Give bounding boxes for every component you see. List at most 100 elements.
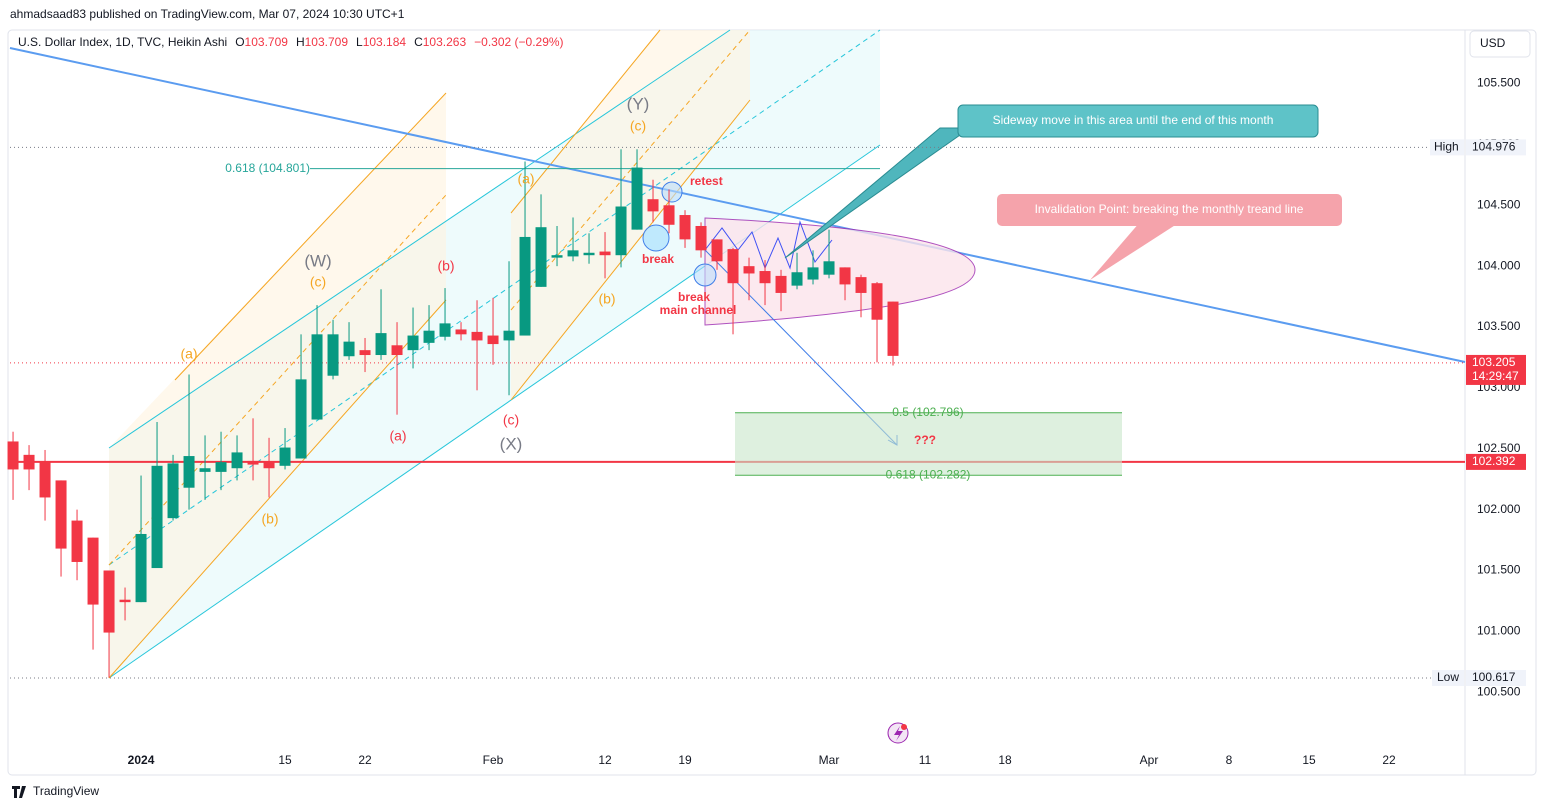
candle-body — [631, 167, 643, 230]
price-label-box — [1466, 669, 1526, 686]
tag-box — [1430, 139, 1464, 156]
y-tick-label: 101.500 — [1477, 563, 1521, 577]
candle-body — [551, 255, 563, 258]
footer-brand: TradingView — [33, 784, 99, 798]
candle-body — [103, 570, 115, 633]
price-label: 104.976 — [1472, 140, 1516, 154]
fib-label: 0.5 (102.796) — [892, 405, 963, 419]
x-tick-label: 22 — [1382, 753, 1396, 767]
price-label-box — [1466, 139, 1526, 156]
low: 103.184 — [363, 35, 407, 49]
candle-body — [743, 266, 755, 274]
price-label: 100.617 — [1472, 670, 1516, 684]
wave-label: (a) — [180, 346, 197, 362]
candle-body — [487, 335, 499, 345]
c-label: C — [414, 35, 423, 49]
candle-body — [183, 456, 195, 488]
high: 103.709 — [305, 35, 349, 49]
wave-label: (a) — [389, 428, 406, 444]
event-icon — [894, 726, 903, 741]
wave-label: (a) — [517, 171, 534, 187]
channel-line — [174, 92, 447, 381]
price-label: 103.205 — [1472, 355, 1516, 369]
candle-body — [775, 275, 787, 293]
candle-body — [39, 462, 51, 498]
currency[interactable]: USD — [1480, 36, 1506, 50]
currency-button[interactable] — [1469, 30, 1531, 58]
candle-body — [647, 199, 659, 212]
wave-label: (b) — [261, 511, 278, 527]
publisher: ahmadsaad83 published on TradingView.com… — [10, 7, 405, 21]
candle-body — [87, 537, 99, 605]
callout-box — [997, 194, 1342, 226]
candle-body — [439, 323, 451, 337]
y-tick-label: 103.500 — [1477, 319, 1521, 333]
candle-body — [407, 335, 419, 351]
question-label: ??? — [914, 433, 936, 447]
candle-body — [471, 331, 483, 341]
break-label: main channel — [660, 303, 737, 317]
candle-body — [215, 462, 227, 472]
candle-body — [199, 468, 211, 472]
candle-body — [423, 330, 435, 343]
legend: U.S. Dollar Index, 1D, TVC, Heikin Ashi O… — [18, 35, 564, 49]
candles — [7, 149, 899, 678]
channel-fill — [109, 30, 880, 678]
marker-circle — [642, 224, 670, 252]
tag-label: High — [1434, 140, 1459, 154]
fib-label: 0.618 (104.801) — [225, 161, 310, 175]
wave-label: (b) — [437, 258, 454, 274]
tag-label: Low — [1437, 670, 1459, 684]
logo — [12, 786, 26, 798]
candle-body — [279, 447, 291, 466]
channel-line — [108, 29, 731, 449]
candle-body — [295, 379, 307, 459]
trend-line — [9, 47, 1466, 363]
x-tick-label: 15 — [278, 753, 292, 767]
y-tick-label: 105.500 — [1477, 76, 1521, 90]
x-tick-label: 18 — [998, 753, 1012, 767]
candle-body — [583, 252, 595, 256]
candle-body — [359, 350, 371, 356]
h-label: H — [296, 35, 305, 49]
candle-body — [791, 272, 803, 286]
channel-line — [510, 29, 751, 311]
candle-body — [23, 454, 35, 470]
candle-body — [71, 520, 83, 562]
wave-label: (Y) — [627, 94, 650, 113]
wave-label: (X) — [500, 434, 523, 453]
retest-label: retest — [690, 174, 723, 188]
levels: 0.618 (104.801) 0.5 (102.796) 0.618 (102.2… — [10, 146, 1465, 679]
fib-zone — [735, 412, 1122, 476]
callout-box — [957, 104, 1319, 138]
drawings — [9, 29, 1466, 744]
candle-body — [807, 267, 819, 280]
channel-line — [108, 194, 447, 566]
channel-fill — [511, 30, 750, 400]
channel-fill — [109, 93, 446, 678]
candle-body — [663, 205, 675, 225]
candle-body — [455, 329, 467, 335]
tag-box — [1432, 669, 1464, 686]
countdown: 14:29:47 — [1472, 369, 1519, 383]
symbol: U.S. Dollar Index, 1D, TVC, Heikin Ashi — [18, 35, 227, 49]
candle-body — [839, 267, 851, 285]
callout-pointer — [1090, 222, 1180, 280]
event-dot — [901, 724, 907, 730]
candle-body — [343, 341, 355, 357]
x-tick-label: 2024 — [128, 753, 155, 767]
candle-body — [327, 334, 339, 376]
candle-body — [759, 271, 771, 284]
candle-body — [247, 460, 259, 465]
candle-body — [135, 533, 147, 603]
break-label: break — [642, 252, 674, 266]
candle-body — [727, 249, 739, 284]
x-tick-label: Mar — [819, 753, 840, 767]
x-tick-label: 11 — [919, 753, 932, 767]
candle-body — [679, 215, 691, 240]
candle-body — [887, 301, 899, 356]
candle-body — [695, 225, 707, 251]
candle-body — [855, 277, 867, 293]
y-tick-label: 104.000 — [1477, 258, 1521, 272]
break-label: break — [678, 290, 710, 304]
